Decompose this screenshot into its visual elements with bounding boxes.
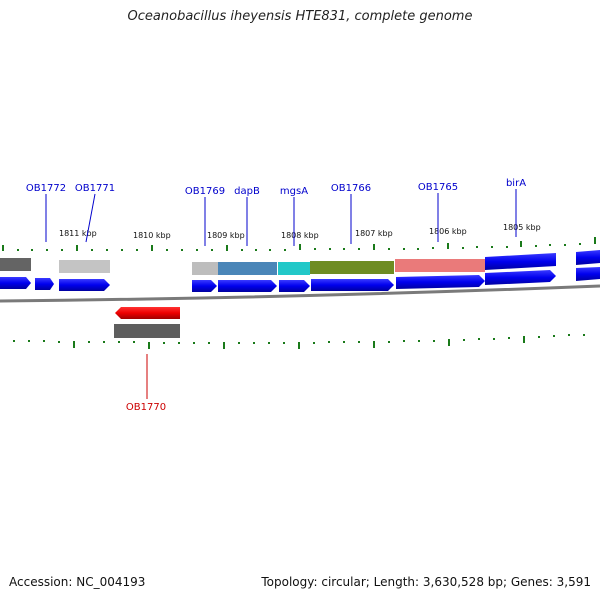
gene-label-ob1766[interactable]: OB1766 bbox=[331, 183, 371, 194]
gene-label-dapb[interactable]: dapB bbox=[234, 186, 260, 197]
forward-strand-track bbox=[0, 267, 600, 292]
cds-arrow-fwd-8[interactable] bbox=[396, 275, 485, 289]
label-leader-lines bbox=[45, 189, 517, 246]
cds-arrow-fwd-2[interactable] bbox=[35, 278, 54, 290]
kbp-label-1811: 1811 kbp bbox=[59, 229, 97, 238]
kbp-label-1809: 1809 kbp bbox=[207, 231, 245, 240]
cds-arrow-rev-ob1770[interactable] bbox=[115, 307, 180, 319]
gene-label-ob1770[interactable]: OB1770 bbox=[126, 402, 166, 413]
upper-tick-track bbox=[2, 237, 596, 251]
feature-band-right-edge[interactable] bbox=[576, 250, 600, 265]
kbp-label-1805: 1805 kbp bbox=[503, 223, 541, 232]
feature-band-ob1766[interactable] bbox=[310, 261, 394, 274]
feature-band-gray-left[interactable] bbox=[0, 258, 31, 271]
gene-label-bira[interactable]: birA bbox=[506, 178, 526, 189]
cds-arrow-fwd-3[interactable] bbox=[59, 279, 110, 291]
gene-label-ob1771[interactable]: OB1771 bbox=[75, 183, 115, 194]
feature-band-mgsa[interactable] bbox=[278, 262, 310, 275]
kbp-label-1810: 1810 kbp bbox=[133, 231, 171, 240]
cds-arrow-fwd-7[interactable] bbox=[311, 279, 394, 291]
feature-band-ob1765[interactable] bbox=[395, 259, 485, 272]
lower-tick-track bbox=[13, 334, 585, 349]
cds-arrow-fwd-6[interactable] bbox=[279, 280, 310, 292]
feature-band-track bbox=[0, 250, 600, 275]
kbp-label-1807: 1807 kbp bbox=[355, 229, 393, 238]
genome-summary-text: Topology: circular; Length: 3,630,528 bp… bbox=[261, 575, 591, 589]
feature-band-ob1769[interactable] bbox=[192, 262, 218, 275]
cds-arrow-fwd-9[interactable] bbox=[485, 270, 556, 285]
cds-arrow-fwd-10[interactable] bbox=[576, 267, 600, 281]
gene-label-ob1765[interactable]: OB1765 bbox=[418, 182, 458, 193]
feature-band-ob1771[interactable] bbox=[59, 260, 110, 273]
accession-text: Accession: NC_004193 bbox=[9, 575, 146, 589]
kbp-label-1806: 1806 kbp bbox=[429, 227, 467, 236]
genome-backbone bbox=[0, 284, 600, 303]
kbp-label-1808: 1808 kbp bbox=[281, 231, 319, 240]
gene-label-mgsa[interactable]: mgsA bbox=[280, 186, 308, 197]
feature-band-bira[interactable] bbox=[485, 253, 556, 270]
cds-arrow-fwd-1[interactable] bbox=[0, 277, 31, 289]
cds-arrow-fwd-5[interactable] bbox=[218, 280, 277, 292]
feature-band-dapb[interactable] bbox=[218, 262, 277, 275]
gene-label-ob1769[interactable]: OB1769 bbox=[185, 186, 225, 197]
cds-arrow-fwd-4[interactable] bbox=[192, 280, 217, 292]
gene-label-ob1772[interactable]: OB1772 bbox=[26, 183, 66, 194]
feature-band-ob1770[interactable] bbox=[114, 324, 180, 338]
map-title: Oceanobacillus iheyensis HTE831, complet… bbox=[127, 9, 473, 24]
